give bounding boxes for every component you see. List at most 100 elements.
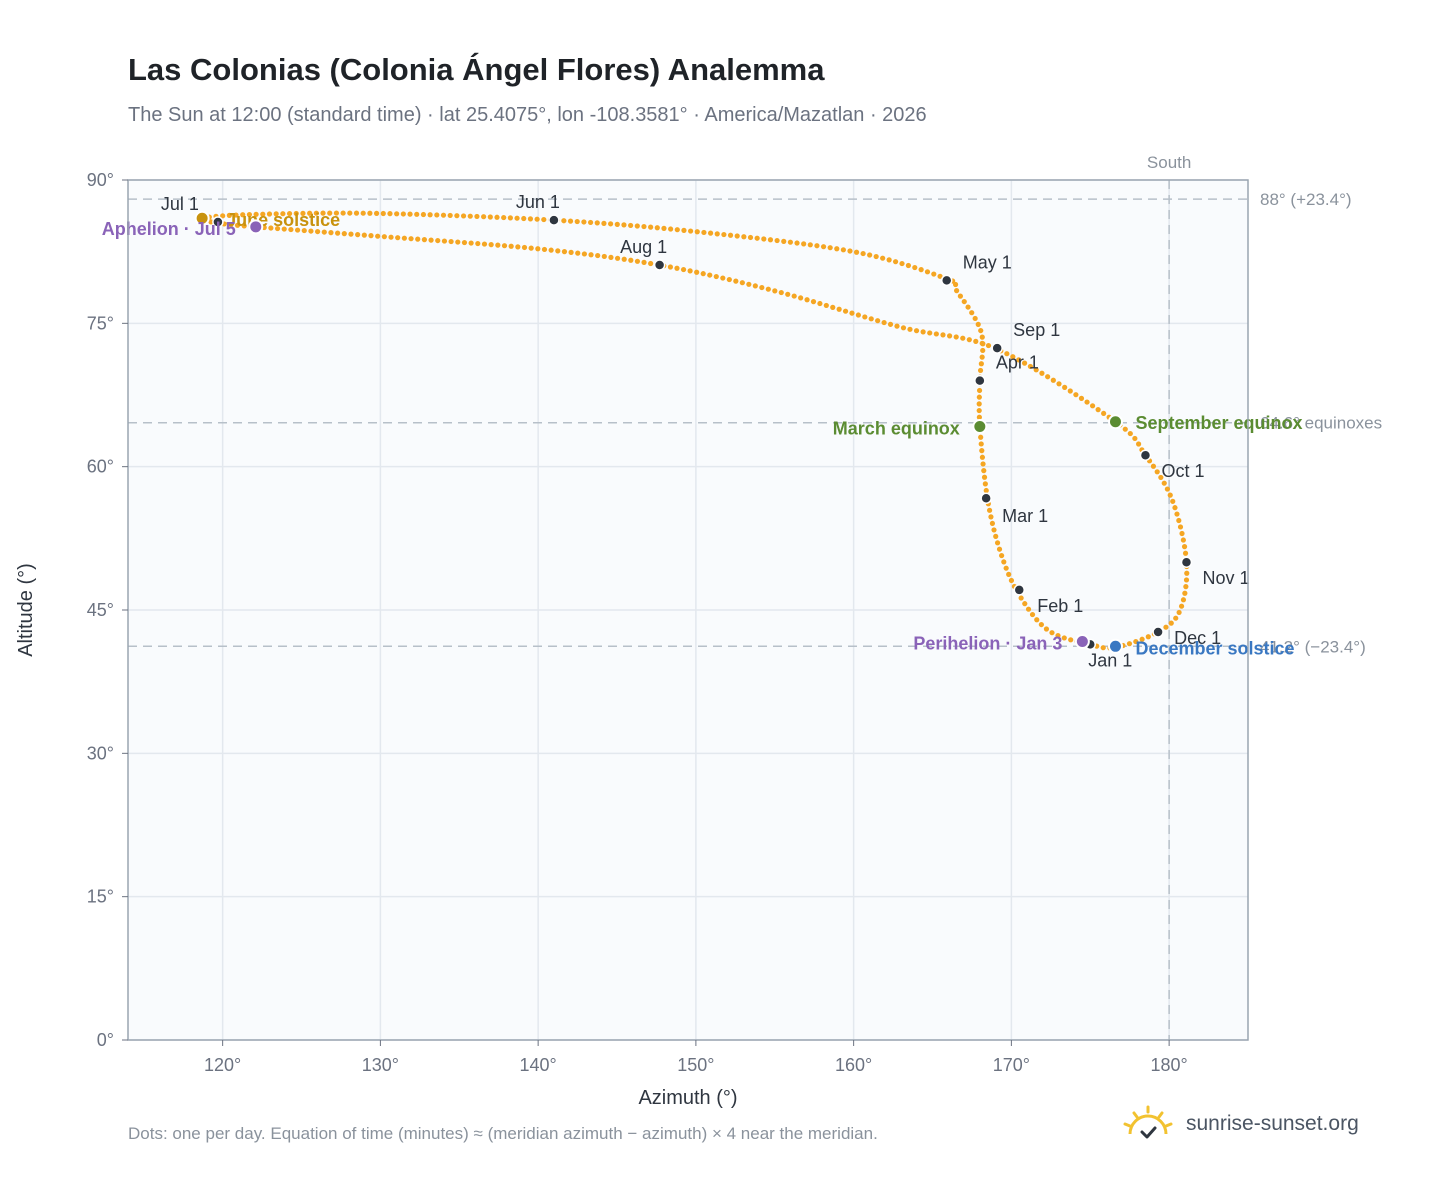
day-dot (810, 299, 817, 305)
day-dot (568, 249, 574, 255)
day-dot (1038, 621, 1044, 628)
day-dot (1145, 634, 1151, 640)
day-dot (979, 354, 985, 360)
day-dot (759, 284, 765, 291)
day-dot (694, 269, 700, 275)
event-label: June solstice (226, 210, 340, 230)
day-dot (1034, 617, 1040, 623)
day-dot (798, 295, 804, 301)
day-dot (961, 298, 967, 305)
day-dot (1021, 360, 1028, 366)
y-tick-label: 45° (87, 600, 114, 620)
day-dot (978, 434, 984, 440)
day-dot (394, 211, 400, 217)
day-dot (488, 241, 494, 248)
day-dot (286, 210, 293, 217)
day-dot (979, 340, 985, 346)
day-dot (401, 235, 407, 241)
day-dot (1158, 474, 1164, 481)
brand-name: sunrise-sunset.org (1186, 1112, 1359, 1135)
day-dot (912, 264, 918, 271)
day-dot (428, 237, 434, 243)
day-dot (361, 232, 367, 238)
day-dot (1170, 498, 1176, 504)
y-tick-label: 0° (97, 1030, 114, 1050)
day-dot (1089, 403, 1096, 409)
day-dot (1177, 524, 1184, 530)
day-dot (1045, 374, 1051, 380)
day-dot (1183, 584, 1189, 590)
day-dot (976, 414, 982, 420)
day-dot (981, 467, 987, 474)
day-dot (1127, 430, 1133, 437)
day-dot (979, 448, 985, 454)
day-dot (628, 222, 634, 229)
day-dot (972, 315, 978, 322)
day-dot (978, 361, 984, 367)
month-marker (974, 374, 986, 387)
day-dot (1122, 426, 1128, 432)
day-dot (1027, 363, 1033, 370)
day-dot (561, 218, 567, 224)
day-dot (414, 211, 420, 217)
month-label: Oct 1 (1161, 461, 1204, 481)
month-marker (1180, 556, 1193, 568)
day-dot (293, 210, 299, 217)
month-marker (1013, 584, 1026, 596)
day-dot (668, 226, 674, 232)
month-label: Aug 1 (620, 237, 667, 257)
day-dot (892, 259, 899, 265)
day-dot (1167, 492, 1173, 498)
day-dot (381, 234, 387, 240)
reference-line-label: 64.6° equinoxes (1260, 414, 1382, 433)
day-dot (986, 507, 993, 513)
month-label: Nov 1 (1202, 568, 1249, 588)
x-tick-label: 150° (677, 1055, 714, 1075)
day-dot (1101, 410, 1107, 417)
day-dot (588, 252, 594, 258)
day-dot (380, 210, 386, 217)
footnote: Dots: one per day. Equation of time (min… (128, 1124, 878, 1143)
day-dot (1180, 537, 1186, 543)
day-dot (1018, 595, 1024, 601)
day-dot (514, 215, 520, 221)
day-dot (353, 210, 360, 216)
brand-logo[interactable]: sunrise-sunset.org (1120, 1102, 1359, 1146)
day-dot (687, 268, 693, 274)
day-dot (1139, 636, 1145, 642)
day-dot (785, 291, 791, 297)
day-dot (853, 249, 860, 255)
day-dot (1176, 517, 1182, 524)
day-dot (980, 347, 986, 354)
day-dot (634, 258, 641, 264)
day-dot (494, 214, 500, 220)
day-dot (507, 215, 513, 221)
day-dot (979, 334, 985, 340)
x-tick-label: 130° (362, 1055, 399, 1075)
month-marker (1152, 626, 1164, 638)
day-dot (886, 257, 892, 263)
day-dot (933, 331, 939, 337)
day-dot (827, 245, 833, 251)
day-dot (674, 227, 680, 233)
day-dot (307, 210, 313, 216)
day-dot (899, 260, 905, 267)
day-dot (641, 259, 647, 265)
day-dot (1172, 505, 1178, 511)
month-label: Jan 1 (1088, 650, 1132, 670)
day-dot (415, 236, 421, 242)
day-dot (734, 233, 740, 239)
event-label: Perihelion · Jan 3 (913, 634, 1062, 654)
day-dot (721, 231, 727, 238)
day-dot (726, 276, 732, 283)
day-dot (830, 304, 836, 310)
day-dot (294, 227, 301, 233)
month-label: May 1 (963, 252, 1012, 272)
day-dot (1176, 609, 1182, 616)
axis-ticks: 120° 130° 140° 150° 160° 170° 180° 0° 15° 30° 45° 6… (87, 170, 1188, 1075)
day-dot (894, 323, 900, 329)
day-dot (667, 264, 674, 270)
y-tick-label: 60° (87, 457, 114, 477)
day-dot (1033, 367, 1039, 373)
day-dot (246, 211, 253, 218)
